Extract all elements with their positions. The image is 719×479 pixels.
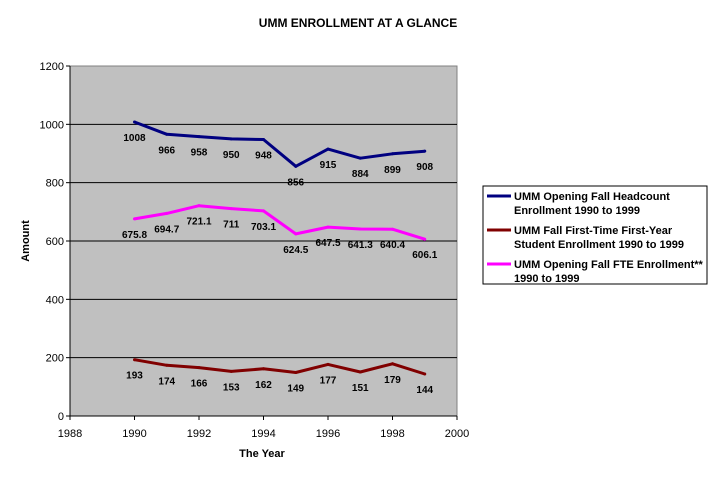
data-point [133,358,136,362]
data-label: 856 [287,177,304,188]
y-tick-label: 800 [46,178,64,190]
data-point [294,371,298,375]
data-point [358,156,362,160]
legend-entry-3: 1990 to 1999 [514,273,579,285]
data-point [262,138,265,141]
data-point [133,217,136,221]
x-tick-label: 1996 [316,428,340,440]
data-point [229,137,233,141]
x-axis-label: The Year [239,448,285,460]
legend-entry-2: UMM Fall First-Time First-Year [514,225,673,237]
legend-entry-1: UMM Opening Fall Headcount [514,191,670,203]
data-label: 174 [158,376,175,387]
data-point [391,227,394,231]
gridlines [70,123,457,359]
data-label: 694.7 [154,224,179,235]
data-point [326,147,330,151]
x-tick-label: 1988 [58,428,82,440]
data-point [229,207,233,211]
data-label: 958 [191,148,208,159]
data-point [391,362,394,366]
data-label: 1008 [123,133,146,144]
data-point [326,362,330,366]
data-label: 179 [384,375,401,386]
data-label: 177 [320,375,337,386]
data-point [358,370,362,374]
data-point [294,232,298,236]
data-point [165,211,169,215]
data-point [294,164,298,168]
data-label: 884 [352,169,369,180]
data-label: 899 [384,165,401,176]
legend-box [482,185,708,285]
data-label: 606.1 [412,250,437,261]
data-point [197,366,201,370]
data-point [165,363,169,367]
data-label: 144 [416,385,433,396]
data-label: 193 [126,371,143,382]
x-tick-label: 2000 [445,428,469,440]
axes: 0 200 400 600 800 1000 1200 1988 1990 1992 1994 199… [40,61,470,440]
data-label: 675.8 [122,230,147,241]
data-point [326,225,330,229]
data-point [197,204,201,208]
data-label: 149 [287,384,304,395]
data-label: 703.1 [251,222,276,233]
legend-entry-2: Student Enrollment 1990 to 1999 [514,239,684,251]
data-point [262,209,265,213]
data-label: 641.3 [348,240,373,251]
legend-entry-1: Enrollment 1990 to 1999 [514,205,640,217]
data-label: 151 [352,383,369,394]
data-point [423,149,427,153]
data-point [165,132,169,136]
data-label: 624.5 [283,245,308,256]
data-point [229,369,233,373]
y-tick-label: 0 [58,411,64,423]
legend-entry-3: UMM Opening Fall FTE Enrollment** [514,259,704,271]
series-line-3 [134,204,426,241]
y-tick-label: 1200 [40,61,64,73]
y-tick-label: 200 [46,353,64,365]
data-label: 166 [191,379,208,390]
data-labels: 1008 966 958 950 948 856 915 884 899 908 193 174 166… [122,133,438,396]
data-label: 162 [255,380,272,391]
data-label: 640.4 [380,240,405,251]
data-label: 647.5 [315,238,340,249]
data-point [391,152,394,156]
data-point [262,367,265,371]
data-point [423,372,427,376]
data-point [133,120,136,124]
y-axis-label: Amount [20,220,32,262]
x-tick-label: 1992 [187,428,211,440]
series-line-2 [134,358,426,376]
y-tick-label: 1000 [40,119,64,131]
x-tick-label: 1994 [251,428,275,440]
data-label: 915 [320,160,337,171]
data-point [197,135,201,139]
data-label: 908 [416,162,433,173]
series-line-1 [133,120,425,168]
data-label: 948 [255,151,272,162]
data-label: 153 [223,382,240,393]
data-label: 711 [223,220,240,231]
data-label: 721.1 [186,217,211,228]
series-lines [133,120,427,376]
chart-title: UMM ENROLLMENT AT A GLANCE [259,16,457,30]
x-tick-label: 1998 [380,428,404,440]
data-point [358,227,362,231]
data-label: 950 [223,150,240,161]
data-label: 966 [158,145,175,156]
legend: UMM Opening Fall Headcount Enrollment 199… [482,185,708,285]
y-tick-label: 600 [46,236,64,248]
y-tick-label: 400 [46,294,64,306]
x-tick-label: 1990 [122,428,146,440]
data-point [423,237,427,241]
